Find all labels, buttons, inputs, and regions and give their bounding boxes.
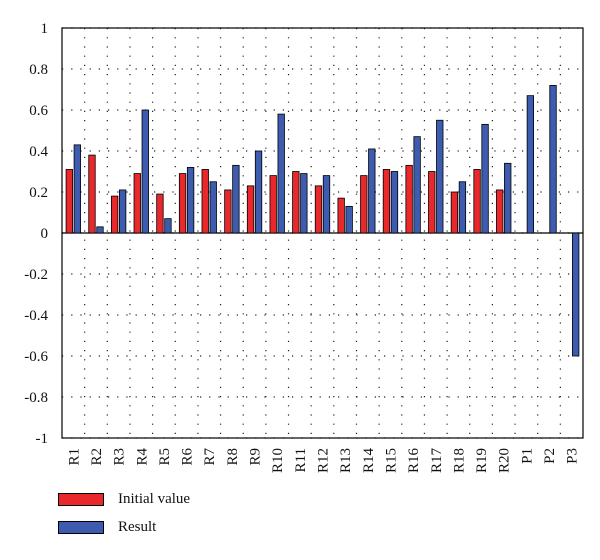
x-tick-label-R8: R8 [225, 448, 241, 466]
bar-initial-value-R4 [133, 173, 141, 234]
plot-frame [61, 27, 584, 439]
bar-initial-value-R19 [473, 169, 481, 234]
y-tick-label-8: 0.6 [29, 103, 48, 119]
bar-result-P3 [572, 232, 580, 357]
x-tick-label-R10: R10 [270, 448, 286, 473]
y-tick-label-10: 1 [41, 21, 49, 37]
bar-initial-value-R13 [337, 197, 345, 234]
bar-initial-value-R14 [360, 175, 368, 234]
bar-initial-value-R8 [224, 189, 232, 234]
y-tick-label-3: -0.4 [24, 308, 48, 324]
bar-result-R17 [436, 119, 444, 234]
bar-result-R13 [345, 205, 353, 234]
y-tick-label-6: 0.2 [29, 185, 48, 201]
bar-result-R6 [186, 166, 195, 234]
x-tick-label-R1: R1 [66, 448, 82, 466]
bar-result-R7 [209, 181, 217, 234]
y-tick-label-4: -0.2 [24, 267, 48, 283]
legend-label-initial-value: Initial value [118, 490, 191, 507]
bar-result-R1 [73, 144, 81, 234]
x-tick-label-R17: R17 [429, 448, 445, 474]
bar-result-R9 [254, 150, 263, 234]
x-tick-label-R12: R12 [316, 448, 332, 473]
x-tick-label-P2: P2 [542, 448, 558, 464]
x-tick-label-P3: P3 [565, 448, 581, 464]
x-tick-label-R6: R6 [180, 448, 196, 466]
x-tick-label-R4: R4 [134, 448, 150, 466]
bar-initial-value-R9 [246, 185, 255, 234]
bar-initial-value-R1 [65, 169, 73, 234]
bar-initial-value-R17 [428, 171, 436, 234]
x-tick-label-R7: R7 [202, 448, 218, 466]
x-tick-label-P1: P1 [519, 448, 535, 464]
bar-result-R5 [164, 218, 172, 234]
legend-item-initial-value: Initial value [58, 488, 190, 510]
bar-result-R16 [413, 136, 421, 234]
x-tick-label-R13: R13 [338, 448, 354, 473]
x-tick-label-R3: R3 [112, 448, 128, 466]
legend: Initial value Result [58, 488, 190, 544]
x-tick-label-R14: R14 [361, 448, 377, 474]
y-tick-label-1: -0.8 [24, 390, 48, 406]
x-tick-label-R20: R20 [497, 448, 513, 473]
bar-result-R18 [458, 181, 467, 234]
y-tick-label-7: 0.4 [29, 144, 48, 160]
bar-result-P1 [526, 95, 535, 234]
bar-result-R8 [232, 164, 240, 234]
bar-result-R10 [277, 113, 285, 234]
legend-swatch-initial-value [58, 492, 104, 506]
bar-initial-value-R20 [496, 189, 504, 234]
legend-label-result: Result [118, 518, 157, 535]
bar-initial-value-R12 [314, 185, 323, 234]
y-tick-label-0: -1 [36, 431, 49, 447]
y-tick-label-9: 0.8 [29, 62, 48, 78]
bar-initial-value-R7 [201, 169, 209, 234]
bar-result-R12 [322, 175, 331, 234]
bar-initial-value-R6 [178, 173, 187, 234]
bar-initial-value-R5 [156, 193, 164, 234]
bar-result-R4 [141, 109, 149, 234]
bar-initial-value-R18 [450, 191, 459, 234]
bar-initial-value-R2 [88, 154, 96, 234]
bar-initial-value-R11 [292, 171, 300, 234]
bar-result-R3 [118, 189, 127, 234]
x-tick-label-R11: R11 [293, 448, 309, 472]
x-tick-label-R18: R18 [451, 448, 467, 473]
bar-result-R2 [96, 226, 104, 234]
x-tick-label-R15: R15 [383, 448, 399, 473]
bar-result-R14 [368, 148, 376, 234]
x-tick-label-R2: R2 [89, 448, 105, 466]
legend-swatch-result [58, 520, 104, 534]
bar-result-P2 [549, 85, 557, 234]
bar-result-R11 [300, 173, 308, 234]
x-tick-label-R19: R19 [474, 448, 490, 473]
bar-initial-value-R3 [110, 195, 119, 234]
x-tick-label-R9: R9 [248, 448, 264, 466]
bar-result-R19 [481, 123, 489, 234]
bar-initial-value-R15 [382, 169, 391, 234]
bar-result-R15 [390, 171, 399, 234]
x-tick-label-R16: R16 [406, 448, 422, 474]
bar-initial-value-R16 [405, 164, 413, 234]
y-tick-label-5: 0 [41, 226, 49, 242]
bar-result-R20 [504, 162, 512, 234]
legend-item-result: Result [58, 516, 190, 538]
y-tick-label-2: -0.6 [24, 349, 48, 365]
x-tick-label-R5: R5 [157, 448, 173, 466]
bar-initial-value-R10 [269, 175, 277, 234]
